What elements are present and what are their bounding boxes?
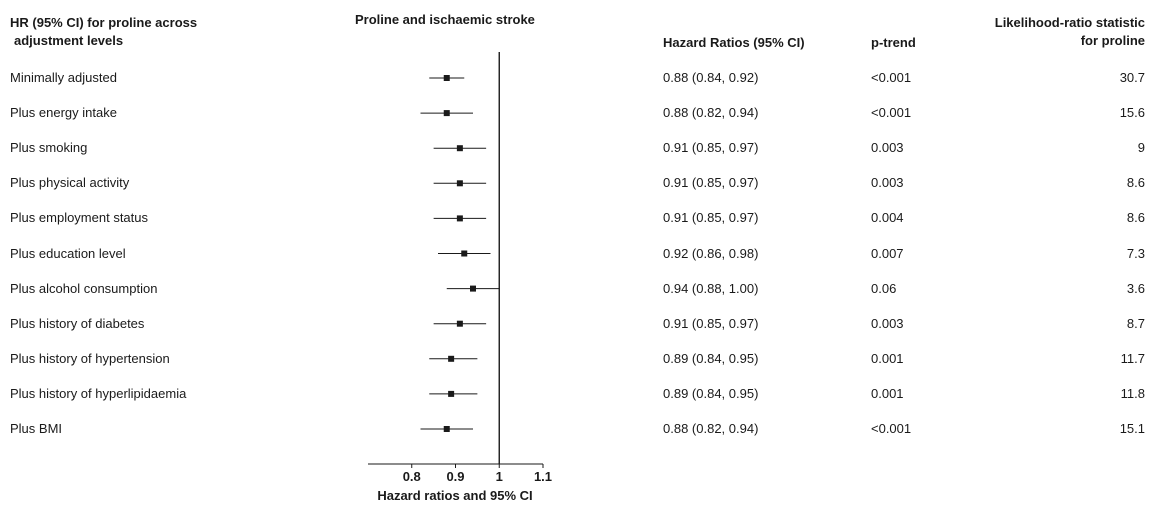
hr-value: 0.91 (0.85, 0.97) xyxy=(663,315,759,331)
hr-column-header: Hazard Ratios (95% CI) xyxy=(663,35,805,50)
lr-column-header-line2: for proline xyxy=(1080,33,1145,48)
hr-point xyxy=(456,320,463,327)
p-trend-value: 0.007 xyxy=(871,245,904,261)
x-tick-label: 0.9 xyxy=(446,469,464,484)
lr-value: 15.1 xyxy=(1119,421,1145,436)
row-label: Minimally adjusted xyxy=(10,70,117,85)
p-trend-value: 0.06 xyxy=(871,280,897,296)
hr-point xyxy=(456,215,463,222)
lr-value: 3.6 xyxy=(1126,280,1145,296)
p-trend-value: 0.003 xyxy=(871,140,904,156)
lr-value: 8.7 xyxy=(1126,315,1145,331)
hr-point xyxy=(443,75,450,81)
hr-point xyxy=(456,145,463,152)
lr-value: 8.6 xyxy=(1126,175,1145,191)
hr-value: 0.88 (0.84, 0.92) xyxy=(663,70,759,85)
plot-title: Proline and ischaemic stroke xyxy=(355,12,535,27)
p-trend-value: <0.001 xyxy=(871,105,912,121)
x-axis-label: Hazard ratios and 95% CI xyxy=(377,488,532,503)
row-label: Plus history of diabetes xyxy=(10,315,145,331)
lr-value: 8.6 xyxy=(1126,210,1145,226)
lr-value: 30.7 xyxy=(1119,70,1145,85)
lr-value: 7.3 xyxy=(1126,245,1145,261)
lr-column-header-line1: Likelihood-ratio statistic xyxy=(994,15,1145,30)
row-label: Plus employment status xyxy=(10,210,149,226)
p-trend-value: 0.001 xyxy=(871,350,904,366)
x-tick-label: 1.1 xyxy=(534,469,552,484)
hr-value: 0.92 (0.86, 0.98) xyxy=(663,245,759,261)
hr-value: 0.88 (0.82, 0.94) xyxy=(663,105,759,121)
hr-value: 0.94 (0.88, 1.00) xyxy=(663,280,759,296)
x-tick-label: 0.8 xyxy=(403,469,421,484)
left-header-line1: HR (95% CI) for proline across xyxy=(10,15,198,30)
x-tick-label: 1 xyxy=(496,469,503,484)
lr-value: 11.8 xyxy=(1120,385,1145,401)
hr-point xyxy=(443,426,450,432)
lr-value: 11.7 xyxy=(1120,350,1145,366)
p-trend-value: 0.001 xyxy=(871,385,904,401)
hr-point xyxy=(470,285,476,292)
hr-value: 0.88 (0.82, 0.94) xyxy=(663,421,759,436)
row-label: Plus smoking xyxy=(10,140,88,156)
p-trend-value: <0.001 xyxy=(871,421,912,436)
lr-value: 15.6 xyxy=(1119,105,1145,121)
p-trend-value: 0.003 xyxy=(871,315,904,331)
plot-marks: 0.8 0.9 1 1.1 xyxy=(368,52,552,484)
row-label: Plus history of hypertension xyxy=(10,350,170,366)
hr-point xyxy=(443,110,450,117)
p-trend-value: 0.004 xyxy=(871,210,904,226)
hr-point xyxy=(461,250,468,257)
p-trend-column-header: p-trend xyxy=(871,35,916,50)
hr-point xyxy=(448,390,455,397)
hr-value: 0.91 (0.85, 0.97) xyxy=(663,175,759,191)
p-trend-value: 0.003 xyxy=(871,175,904,191)
row-label: Plus education level xyxy=(10,245,126,261)
hr-value: 0.89 (0.84, 0.95) xyxy=(663,385,759,401)
p-trend-value: <0.001 xyxy=(871,70,912,85)
row-label: Plus alcohol consumption xyxy=(10,280,158,296)
hr-point xyxy=(448,355,455,362)
row-label: Plus physical activity xyxy=(10,175,130,191)
row-label: Plus history of hyperlipidaemia xyxy=(10,385,187,401)
left-header-line2: adjustment levels xyxy=(14,33,124,48)
hr-value: 0.91 (0.85, 0.97) xyxy=(663,140,759,156)
row-label: Plus energy intake xyxy=(10,105,117,121)
row-label: Plus BMI xyxy=(10,421,63,436)
hr-value: 0.91 (0.85, 0.97) xyxy=(663,210,759,226)
lr-value: 9 xyxy=(1137,140,1145,156)
hr-value: 0.89 (0.84, 0.95) xyxy=(663,350,759,366)
hr-point xyxy=(456,180,463,187)
